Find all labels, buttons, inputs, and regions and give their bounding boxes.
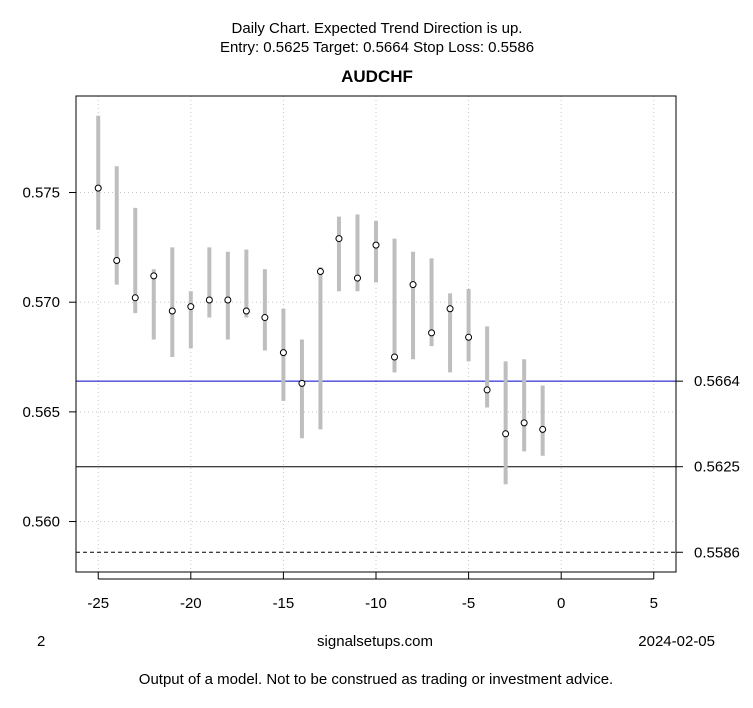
data-point [261, 314, 269, 322]
data-points [94, 184, 547, 438]
footer-date-label: 2024-02-05 [638, 633, 715, 650]
chart-subtitle-line2: Entry: 0.5625 Target: 0.5664 Stop Loss: … [219, 39, 535, 56]
data-point [520, 419, 528, 427]
x-tick-label: 0 [557, 595, 565, 612]
data-point [446, 305, 454, 313]
data-point [168, 307, 176, 315]
data-point [465, 333, 473, 341]
data-point [372, 241, 380, 249]
footer-left-label: 2 [37, 633, 46, 650]
footer-site-label: signalsetups.com [317, 633, 433, 650]
data-point [409, 281, 417, 289]
x-tick-label: 5 [650, 595, 658, 612]
data-point [205, 296, 213, 304]
chart-title: AUDCHF [341, 67, 413, 86]
level-tick-label: 0.5586 [694, 544, 740, 561]
y-tick-label: 0.570 [22, 294, 60, 311]
grid-lines [76, 96, 676, 572]
data-point [150, 272, 158, 280]
data-point [131, 294, 139, 302]
chart-subtitle-line1: Daily Chart. Expected Trend Direction is… [231, 20, 523, 37]
x-tick-label: -15 [273, 595, 295, 612]
data-point [242, 307, 250, 315]
data-point [335, 235, 343, 243]
x-tick-label: -10 [365, 595, 387, 612]
level-tick-label: 0.5625 [694, 459, 740, 476]
y-tick-label: 0.565 [22, 404, 60, 421]
data-point [483, 386, 491, 394]
data-point [279, 349, 287, 357]
data-point [224, 296, 232, 304]
data-point [502, 430, 510, 438]
data-point [316, 267, 324, 275]
x-tick-label: -25 [87, 595, 109, 612]
y-tick-label: 0.560 [22, 514, 60, 531]
level-lines [76, 380, 676, 553]
data-point [353, 274, 361, 282]
data-point [298, 379, 306, 387]
data-point [539, 425, 547, 433]
footer-disclaimer: Output of a model. Not to be construed a… [138, 671, 614, 688]
x-tick-label: -20 [180, 595, 202, 612]
data-point [113, 257, 121, 265]
axes: 0.5664 0.5625 0.5586 -25 -20 -15 -10 -5 0 5 0.560 0… [22, 185, 739, 612]
range-bars [96, 115, 545, 485]
data-point [187, 303, 195, 311]
data-point [428, 329, 436, 337]
y-tick-label: 0.575 [22, 185, 60, 202]
level-tick-label: 0.5664 [694, 373, 740, 390]
data-point [391, 353, 399, 361]
data-point [94, 184, 102, 192]
x-tick-label: -5 [462, 595, 475, 612]
